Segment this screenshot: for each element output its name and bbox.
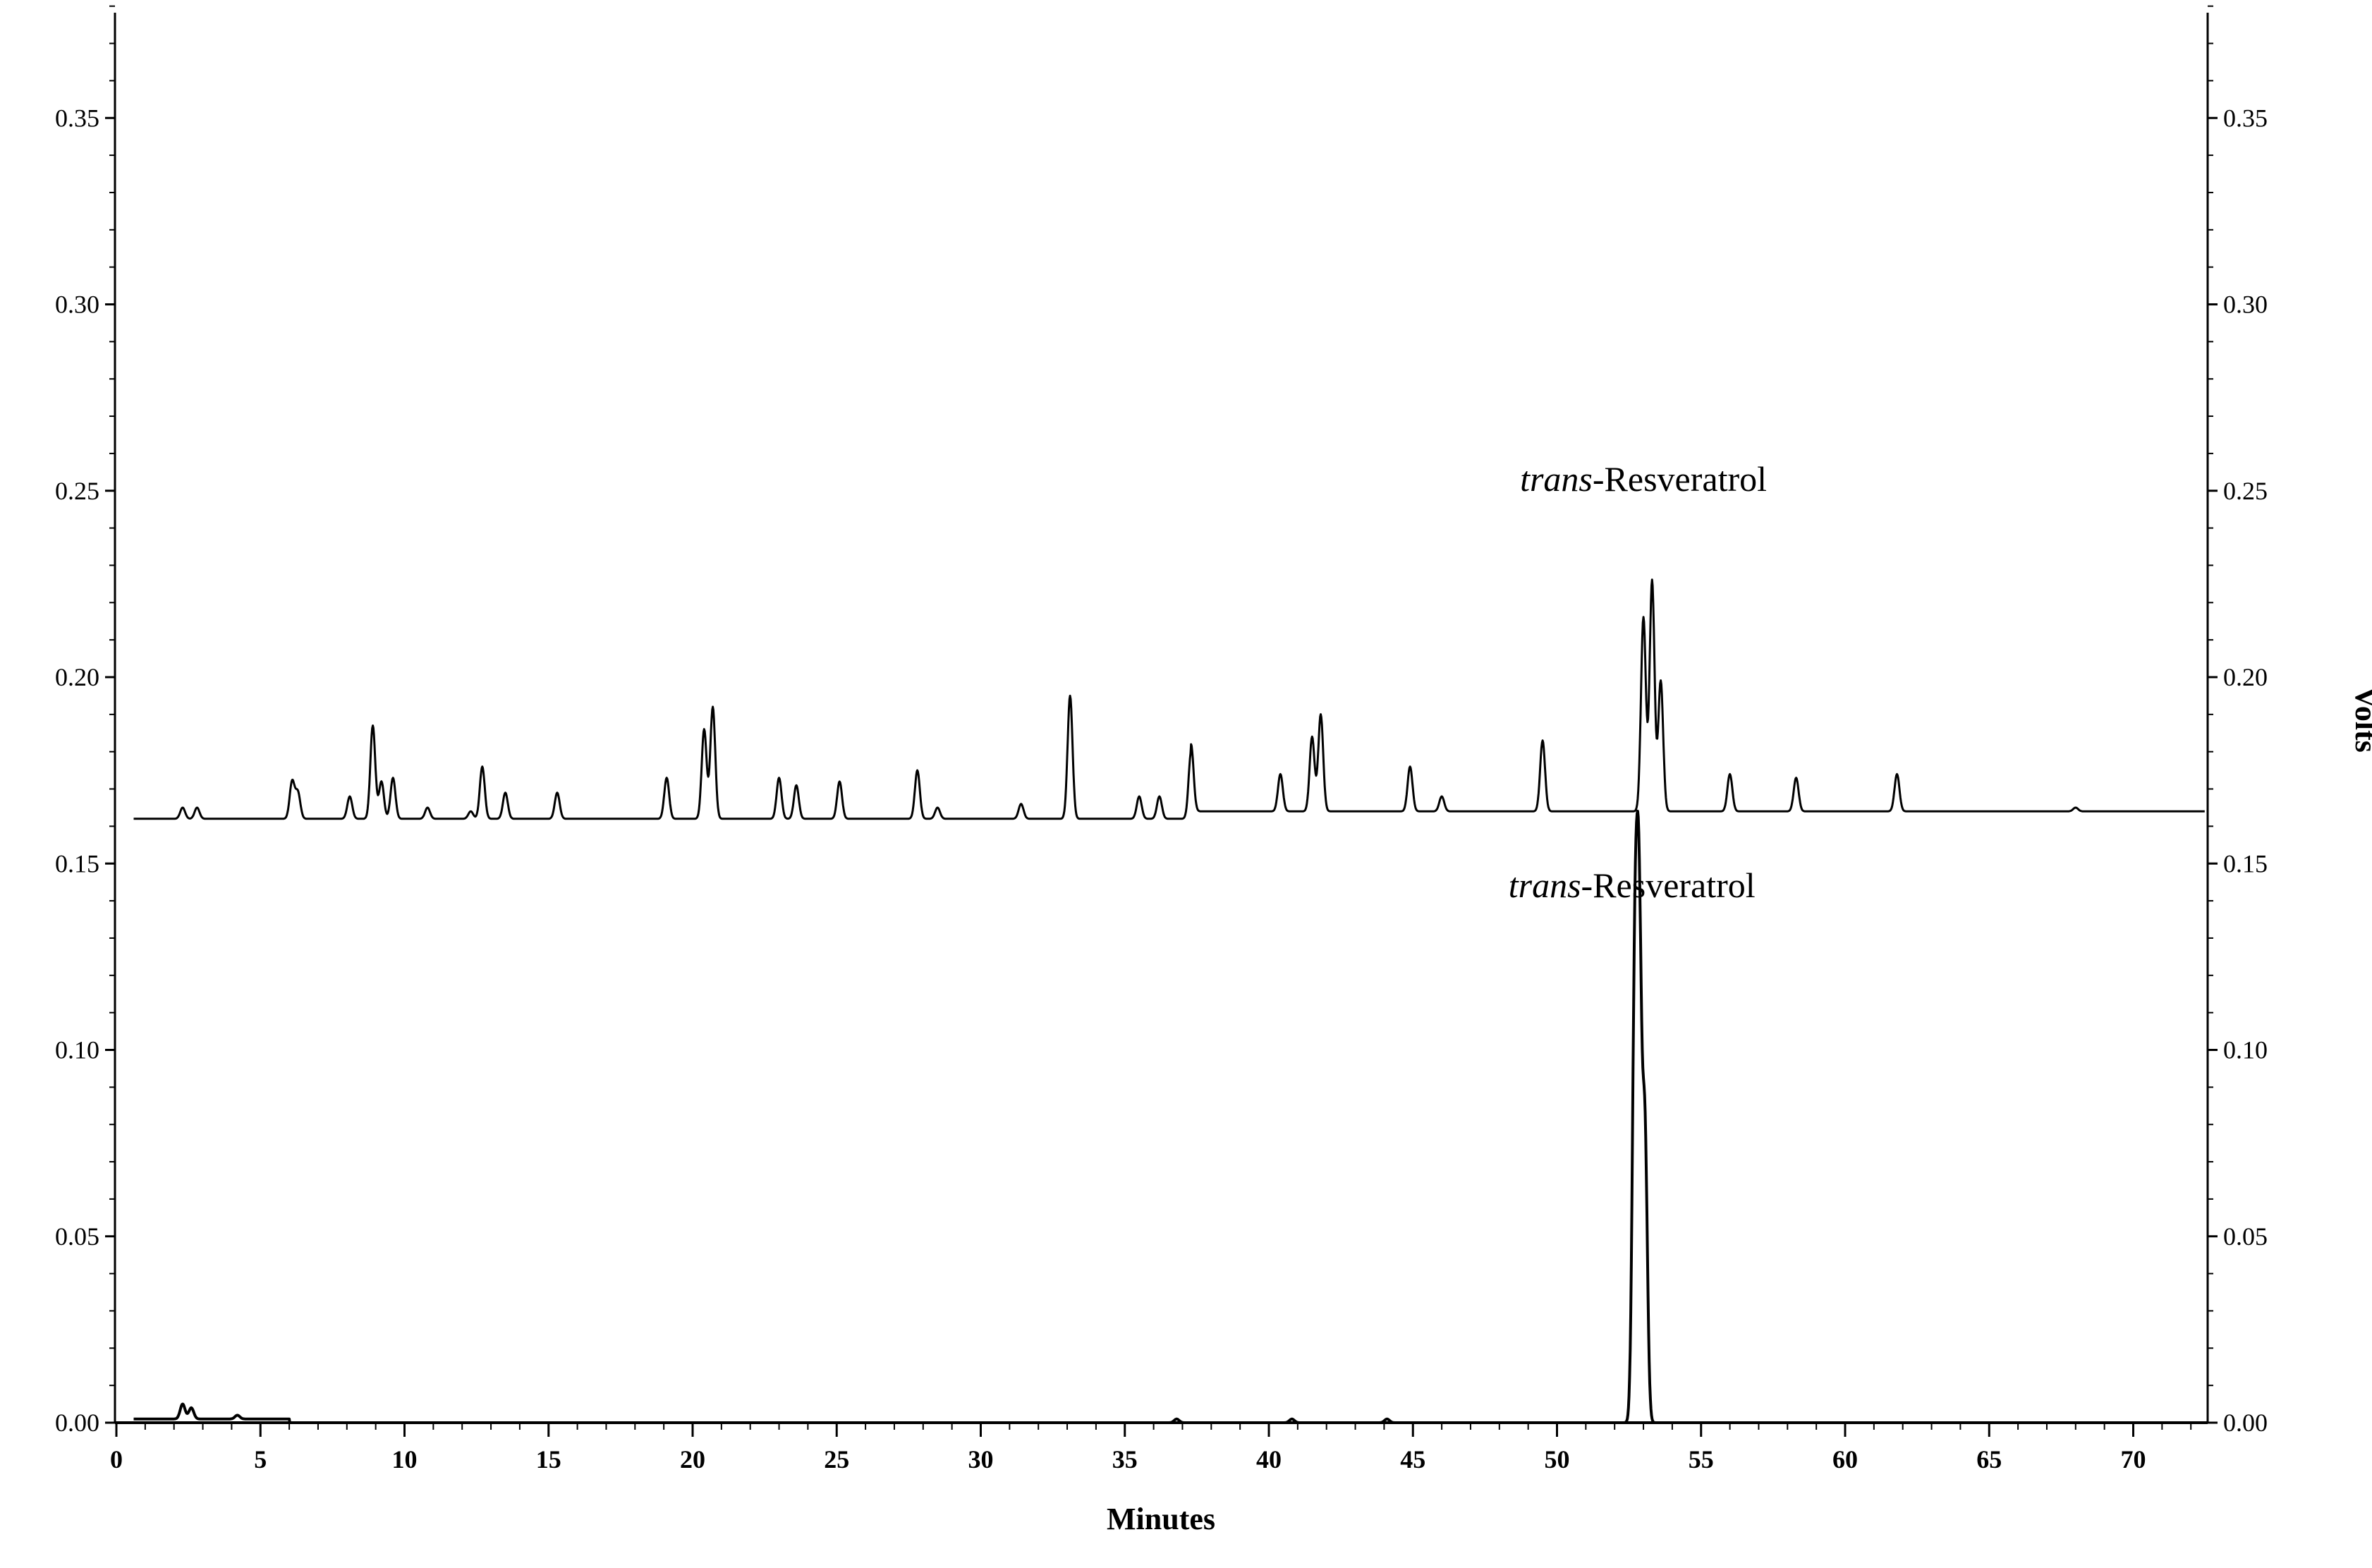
x-tick-label: 25 — [824, 1445, 849, 1473]
x-tick-label: 15 — [536, 1445, 561, 1473]
series-line-1 — [133, 578, 2206, 820]
y-right-tick-label: 0.15 — [2223, 849, 2268, 877]
y-axis-title: Volts — [2349, 686, 2372, 753]
annotation-italic-part: trans — [1509, 865, 1581, 905]
x-tick-label: 35 — [1112, 1445, 1138, 1473]
annotation-label-1: trans-Resveratrol — [1520, 459, 1767, 499]
y-left-tick-label: 0.25 — [55, 477, 99, 505]
x-tick-label: 50 — [1545, 1445, 1570, 1473]
x-tick-label: 10 — [392, 1445, 418, 1473]
y-left-tick-label: 0.15 — [55, 849, 99, 877]
annotation-text-part: -Resveratrol — [1593, 459, 1767, 499]
axes-frame — [114, 13, 2209, 1424]
x-tick-label: 60 — [1832, 1445, 1858, 1473]
y-right-tick-label: 0.10 — [2223, 1036, 2268, 1064]
annotation-text-part: -Resveratrol — [1581, 865, 1756, 905]
x-tick-label: 65 — [1976, 1445, 2002, 1473]
y-right-tick-label: 0.05 — [2223, 1222, 2268, 1251]
x-axis-title: Minutes — [1107, 1502, 1215, 1536]
series-lines — [133, 578, 2206, 1424]
y-left-tick-label: 0.10 — [55, 1036, 99, 1064]
x-tick-label: 30 — [968, 1445, 994, 1473]
x-tick-label: 5 — [254, 1445, 267, 1473]
y-axis-ticks: 0.00 0.00 0.05 0.05 0.10 0.10 0.15 0.15 0.20 0.20… — [55, 5, 2268, 1437]
y-right-tick-label: 0.35 — [2223, 104, 2268, 132]
y-right-tick-label: 0.20 — [2223, 663, 2268, 691]
annotation-italic-part: trans — [1520, 459, 1593, 499]
x-tick-label: 0 — [110, 1445, 123, 1473]
x-tick-label: 20 — [680, 1445, 705, 1473]
annotation-label-2: trans-Resveratrol — [1509, 865, 1756, 905]
x-tick-label: 55 — [1689, 1445, 1714, 1473]
y-left-tick-label: 0.30 — [55, 291, 99, 319]
x-tick-label: 40 — [1256, 1445, 1282, 1473]
y-right-tick-label: 0.30 — [2223, 291, 2268, 319]
y-left-tick-label: 0.00 — [55, 1409, 99, 1437]
series-line-2 — [133, 809, 2206, 1424]
y-left-tick-label: 0.05 — [55, 1222, 99, 1251]
x-axis-ticks: 0 5 10 15 20 25 30 35 40 45 50 55 60 65 70 — [110, 1423, 2192, 1473]
x-tick-label: 45 — [1400, 1445, 1425, 1473]
y-right-tick-label: 0.00 — [2223, 1409, 2268, 1437]
y-right-tick-label: 0.25 — [2223, 477, 2268, 505]
x-tick-label: 70 — [2121, 1445, 2146, 1473]
y-left-tick-label: 0.20 — [55, 663, 99, 691]
y-left-tick-label: 0.35 — [55, 104, 99, 132]
